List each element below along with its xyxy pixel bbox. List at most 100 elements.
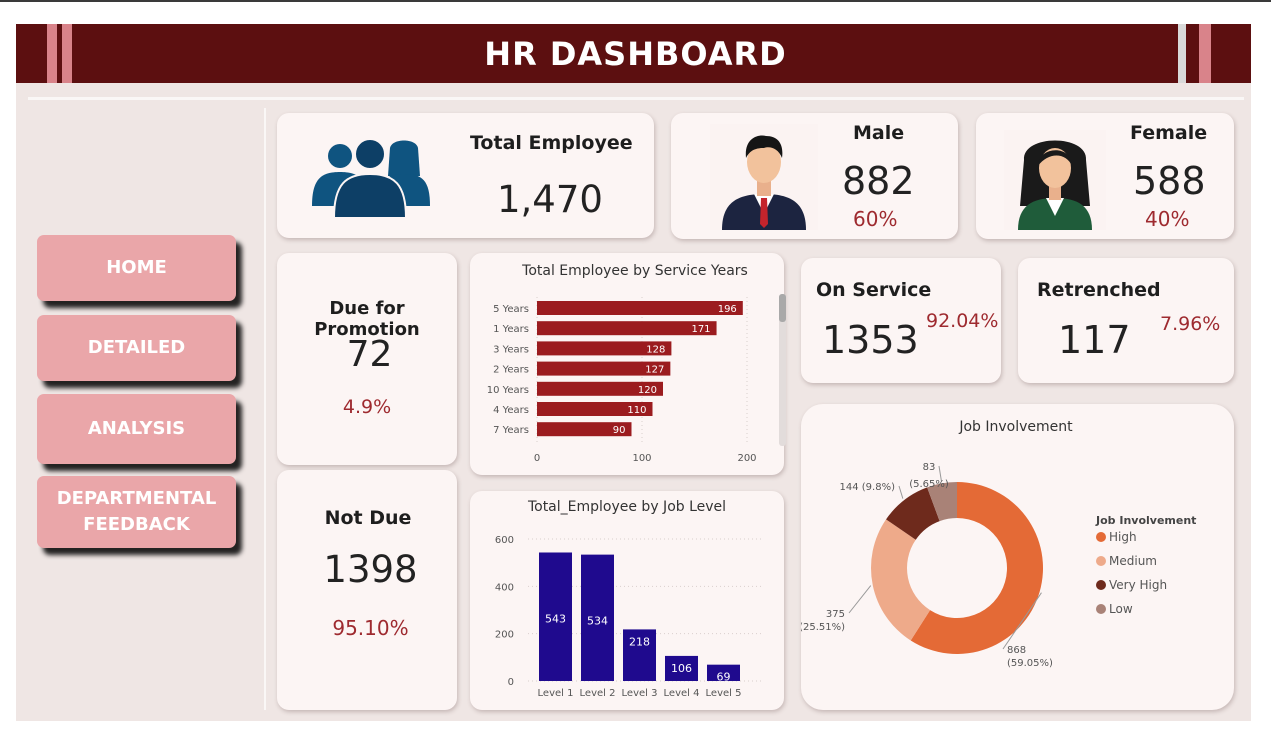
level-bar bbox=[539, 552, 572, 681]
due-promotion-value: 72 bbox=[346, 334, 393, 375]
male-avatar-icon bbox=[710, 124, 818, 230]
service-bar-value-label: 171 bbox=[691, 324, 710, 335]
on-service-label: On Service bbox=[816, 279, 932, 301]
header-stripe-right-2 bbox=[1199, 24, 1211, 83]
header-stripe-right-1 bbox=[1178, 24, 1186, 83]
service-bar-value-label: 90 bbox=[613, 425, 626, 436]
job-level-chart: 0 200 400 600 543 Level 1 534 Level 2 218 Level 3… bbox=[495, 535, 764, 699]
service-x-tick-label: 100 bbox=[632, 453, 651, 464]
service-bar bbox=[537, 321, 717, 336]
on-service-card bbox=[801, 258, 1001, 383]
donut-slice bbox=[927, 482, 957, 522]
donut-leader-line bbox=[938, 465, 942, 482]
donut-leader-line bbox=[898, 485, 904, 499]
service-bar-value-label: 110 bbox=[627, 405, 646, 416]
donut-legend-label: Low bbox=[1109, 602, 1133, 616]
donut-legend-label: Medium bbox=[1109, 554, 1157, 568]
level-y-tick-label: 400 bbox=[495, 582, 514, 593]
service-bar-value-label: 128 bbox=[646, 344, 665, 355]
not-due-card bbox=[277, 470, 457, 710]
female-value: 588 bbox=[1133, 159, 1206, 203]
nav-analysis-button[interactable]: ANALYSIS bbox=[37, 394, 236, 464]
service-bar bbox=[537, 422, 632, 437]
level-category-label: Level 5 bbox=[706, 688, 742, 699]
level-bar-value-label: 106 bbox=[671, 662, 692, 675]
not-due-value: 1398 bbox=[323, 548, 418, 591]
nav-detailed-label: DETAILED bbox=[87, 337, 186, 358]
donut-slice bbox=[910, 482, 1043, 654]
level-y-tick-label: 200 bbox=[495, 630, 514, 641]
donut-legend-marker bbox=[1096, 604, 1106, 614]
divider-vertical bbox=[264, 108, 266, 710]
male-label: Male bbox=[853, 122, 905, 144]
level-bar-value-label: 69 bbox=[717, 671, 731, 684]
nav-detailed-button[interactable]: DETAILED bbox=[37, 315, 236, 381]
level-category-label: Level 2 bbox=[580, 688, 616, 699]
level-bar bbox=[665, 655, 698, 681]
donut-percent-label: (25.51%) bbox=[801, 622, 845, 633]
due-promotion-percent: 4.9% bbox=[342, 396, 392, 418]
male-value: 882 bbox=[842, 159, 915, 203]
service-category-label: 4 Years bbox=[493, 405, 529, 416]
level-y-tick-label: 0 bbox=[508, 677, 514, 688]
donut-legend-marker bbox=[1096, 532, 1106, 542]
total-employee-value: 1,470 bbox=[497, 178, 603, 221]
service-category-label: 1 Years bbox=[493, 324, 529, 335]
window-top-border bbox=[0, 0, 1271, 2]
on-service-percent: 92.04% bbox=[926, 310, 999, 332]
donut-leader-line bbox=[1002, 592, 1042, 650]
service-bar bbox=[537, 301, 743, 315]
donut-slice bbox=[886, 487, 940, 540]
donut-percent-label: (59.05%) bbox=[1007, 658, 1053, 669]
level-bar-value-label: 543 bbox=[545, 612, 566, 625]
on-service-value: 1353 bbox=[822, 318, 919, 362]
retrenched-value: 117 bbox=[1058, 318, 1131, 362]
job-level-chart-title: Total_Employee by Job Level bbox=[527, 499, 727, 515]
job-involvement-title: Job Involvement bbox=[959, 419, 1073, 435]
female-avatar-icon bbox=[1004, 130, 1106, 230]
male-percent: 60% bbox=[853, 207, 898, 231]
level-bar-value-label: 218 bbox=[629, 635, 650, 648]
due-promotion-card bbox=[277, 253, 457, 465]
service-category-label: 2 Years bbox=[493, 365, 529, 376]
job-involvement-donut-chart: 868 (59.05%) 375 (25.51%) 144 (9.8%) 83 (5.65%… bbox=[801, 462, 1196, 669]
service-category-label: 10 Years bbox=[487, 385, 529, 396]
nav-departmental-feedback-button[interactable]: DEPARTMENTAL FEEDBACK bbox=[37, 476, 236, 548]
nav-feedback-label-line1: DEPARTMENTAL bbox=[56, 488, 217, 509]
not-due-percent: 95.10% bbox=[332, 616, 409, 640]
header-bar bbox=[16, 24, 1251, 83]
level-y-tick-label: 600 bbox=[495, 535, 514, 546]
donut-percent-label: (5.65%) bbox=[909, 479, 949, 490]
donut-leader-line bbox=[848, 585, 872, 614]
level-category-label: Level 4 bbox=[664, 688, 700, 699]
not-due-label: Not Due bbox=[324, 507, 412, 529]
nav-home-button[interactable]: HOME bbox=[37, 235, 236, 301]
female-percent: 40% bbox=[1145, 207, 1190, 231]
level-category-label: Level 3 bbox=[622, 688, 658, 699]
people-group-icon bbox=[312, 138, 430, 218]
donut-legend-label: Very High bbox=[1109, 578, 1167, 592]
header-stripe-left-2 bbox=[62, 24, 72, 83]
donut-slice bbox=[871, 519, 931, 641]
level-category-label: Level 1 bbox=[538, 688, 574, 699]
donut-value-label: 144 (9.8%) bbox=[840, 482, 896, 493]
service-bar-value-label: 127 bbox=[645, 365, 664, 376]
total-employee-label: Total Employee bbox=[470, 132, 633, 154]
service-bar bbox=[537, 361, 671, 376]
service-years-chart: 0 100 200 5 Years 196 1 Years 171 3 Years 128 2 Y… bbox=[487, 297, 757, 464]
donut-legend-title: Job Involvement bbox=[1095, 514, 1196, 527]
donut-value-label: 868 bbox=[1007, 645, 1026, 656]
retrenched-card bbox=[1018, 258, 1234, 383]
service-category-label: 5 Years bbox=[493, 304, 529, 315]
divider-horizontal bbox=[28, 97, 1244, 100]
service-chart-scroll-track[interactable] bbox=[779, 294, 786, 446]
donut-legend-marker bbox=[1096, 580, 1106, 590]
header-stripe-left-1 bbox=[47, 24, 57, 83]
level-bar bbox=[707, 664, 740, 681]
level-bar bbox=[581, 554, 614, 681]
due-promotion-label: Due for Promotion bbox=[314, 298, 420, 340]
service-chart-scrollbar[interactable] bbox=[779, 294, 786, 322]
service-bar bbox=[537, 381, 663, 396]
retrenched-label: Retrenched bbox=[1037, 279, 1161, 301]
service-x-tick-label: 0 bbox=[534, 453, 540, 464]
